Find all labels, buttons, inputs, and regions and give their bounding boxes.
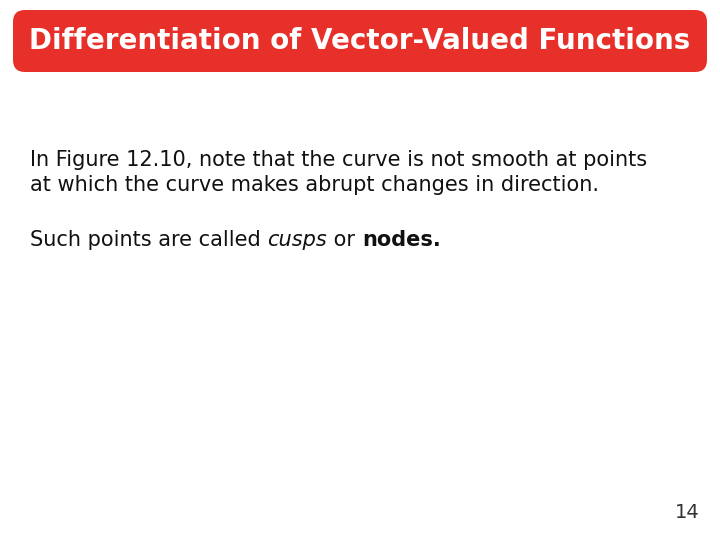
Text: at which the curve makes abrupt changes in direction.: at which the curve makes abrupt changes … (30, 175, 599, 195)
FancyBboxPatch shape (13, 10, 707, 72)
Text: 14: 14 (675, 503, 700, 522)
Text: cusps: cusps (267, 230, 327, 250)
Text: or: or (327, 230, 361, 250)
Text: In Figure 12.10, note that the curve is not smooth at points: In Figure 12.10, note that the curve is … (30, 150, 647, 170)
Text: Such points are called: Such points are called (30, 230, 267, 250)
Text: nodes.: nodes. (361, 230, 441, 250)
Text: Differentiation of Vector-Valued Functions: Differentiation of Vector-Valued Functio… (30, 27, 690, 55)
